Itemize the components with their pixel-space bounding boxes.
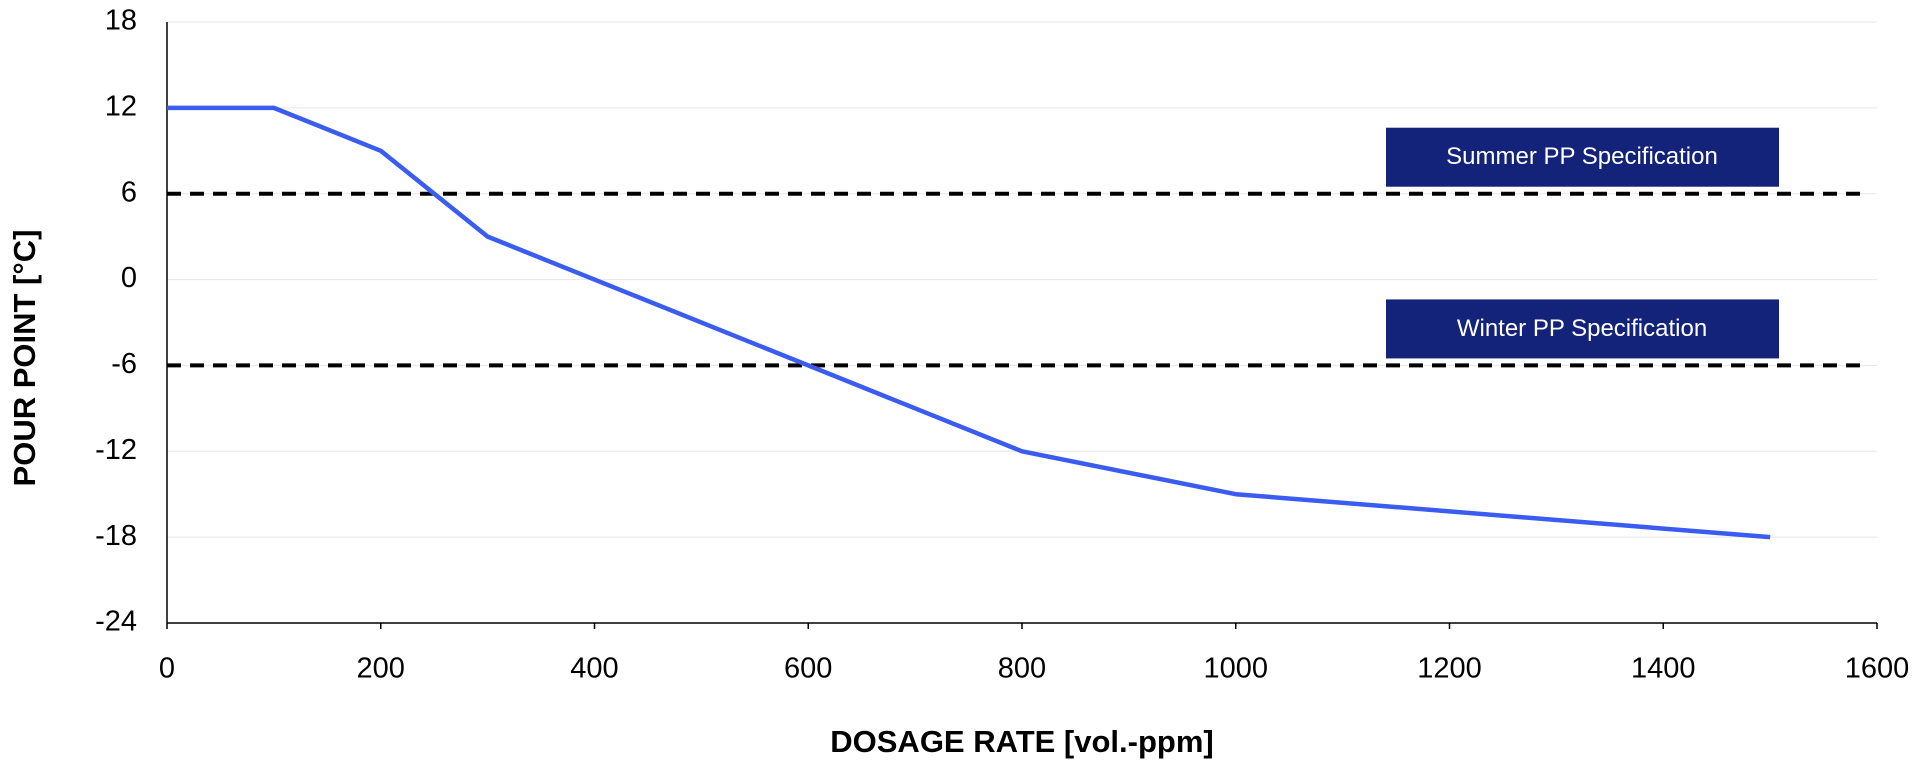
x-tick-label: 600	[784, 653, 832, 685]
y-tick-label: 6	[121, 176, 137, 208]
y-tick-label: -18	[95, 520, 137, 552]
reference-label: Winter PP Specification	[1457, 315, 1707, 342]
x-tick-label: 200	[357, 653, 405, 685]
reference-label: Summer PP Specification	[1446, 143, 1718, 170]
y-tick-label: -6	[111, 348, 137, 380]
x-tick-label: 1400	[1631, 653, 1696, 685]
reference-label-box	[1386, 127, 1779, 187]
y-tick-label: -12	[95, 434, 137, 466]
x-tick-label: 400	[570, 653, 618, 685]
y-tick-label: -24	[95, 606, 137, 638]
data-line	[167, 105, 1771, 540]
reference-label-box	[1386, 299, 1779, 359]
x-tick-label: 1200	[1417, 653, 1482, 685]
x-tick-label: 0	[159, 653, 175, 685]
y-axis-title: POUR POINT [°C]	[7, 230, 42, 487]
x-tick-label: 800	[998, 653, 1046, 685]
x-axis-title: DOSAGE RATE [vol.-ppm]	[830, 724, 1213, 759]
y-tick-label: 18	[105, 5, 137, 37]
x-tick-label: 1600	[1845, 653, 1910, 685]
y-tick-label: 0	[121, 262, 137, 294]
y-tick-label: 12	[105, 91, 137, 123]
x-tick-label: 1000	[1203, 653, 1268, 685]
